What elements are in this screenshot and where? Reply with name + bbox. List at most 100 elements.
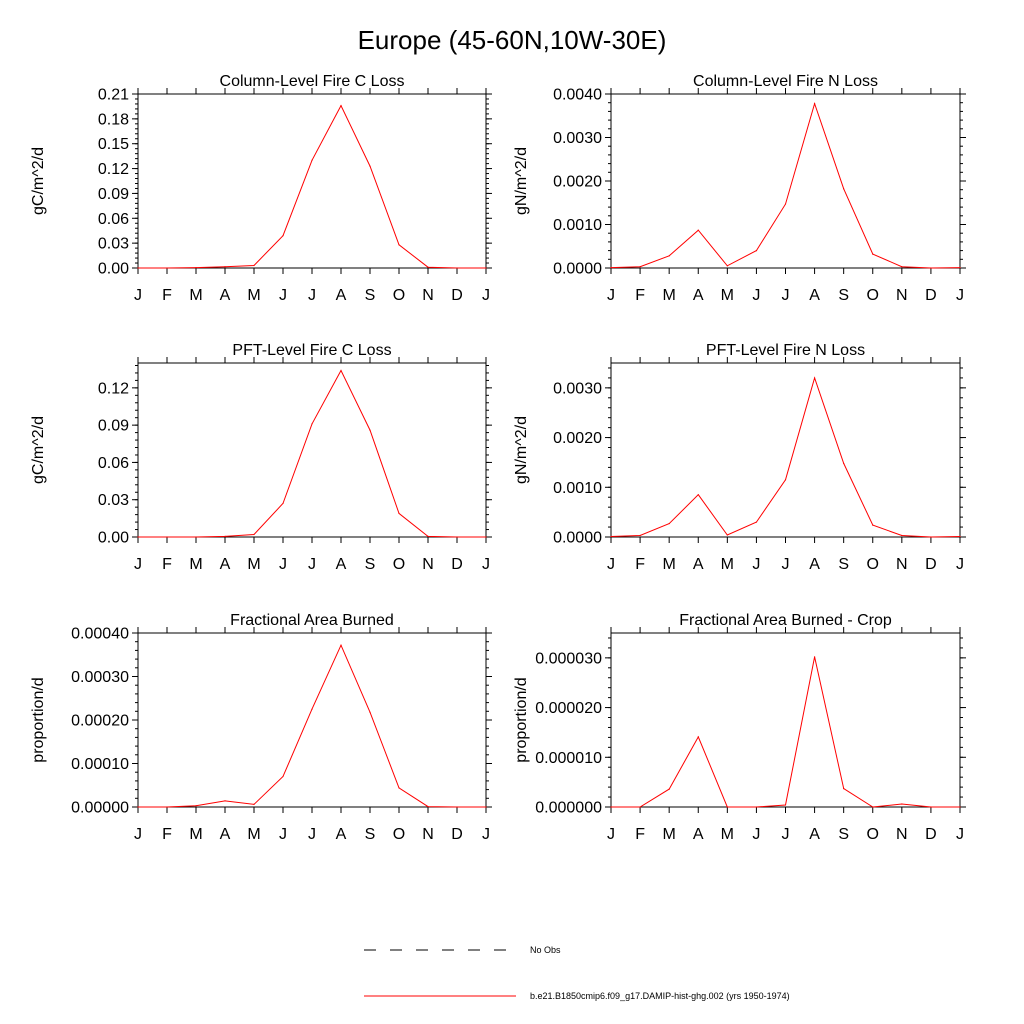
x-tick-label: N bbox=[896, 826, 908, 843]
data-point bbox=[369, 711, 371, 713]
y-tick-label: 0.15 bbox=[98, 136, 129, 153]
data-point bbox=[253, 533, 255, 536]
y-tick-label: 0.0010 bbox=[553, 480, 602, 497]
x-tick-label: D bbox=[451, 826, 463, 843]
x-tick-label: M bbox=[189, 826, 202, 843]
y-tick-label: 0.00040 bbox=[71, 626, 129, 643]
data-point bbox=[166, 536, 168, 538]
data-point bbox=[282, 502, 284, 505]
x-tick-label: A bbox=[220, 287, 231, 304]
y-tick-label: 0.0030 bbox=[553, 380, 602, 397]
data-point bbox=[639, 266, 641, 268]
series-line bbox=[138, 369, 486, 538]
plot-frame bbox=[137, 632, 487, 808]
panel-title: PFT-Level Fire N Loss bbox=[706, 342, 865, 359]
x-tick-label: S bbox=[838, 287, 849, 304]
data-point bbox=[398, 787, 400, 789]
x-tick-label: M bbox=[721, 556, 734, 573]
x-tick-label: M bbox=[663, 287, 676, 304]
x-tick-label: A bbox=[693, 826, 704, 843]
y-tick-label: 0.00010 bbox=[71, 756, 129, 773]
data-point bbox=[427, 266, 429, 268]
plot-frame bbox=[137, 93, 487, 269]
y-tick-label: 0.0030 bbox=[553, 130, 602, 147]
data-point bbox=[253, 803, 255, 805]
data-point bbox=[610, 806, 612, 808]
data-point bbox=[755, 250, 758, 252]
data-point bbox=[930, 536, 932, 538]
x-tick-label: J bbox=[279, 826, 287, 843]
data-point bbox=[340, 644, 342, 646]
panel-title: PFT-Level Fire C Loss bbox=[232, 342, 391, 359]
data-point bbox=[726, 534, 728, 536]
data-point bbox=[195, 266, 197, 269]
y-axis-label: gC/m^2/d bbox=[30, 416, 47, 484]
y-tick-label: 0.000010 bbox=[535, 750, 602, 767]
x-tick-label: D bbox=[925, 556, 937, 573]
x-tick-label: J bbox=[607, 826, 615, 843]
x-tick-label: M bbox=[247, 826, 260, 843]
y-tick-label: 0.0020 bbox=[553, 174, 602, 191]
data-point bbox=[485, 806, 487, 808]
x-tick-label: J bbox=[782, 556, 790, 573]
y-tick-label: 0.000000 bbox=[535, 800, 602, 817]
panel-1: Column-Level Fire C Loss gC/m^2/d 0.00 0.03… bbox=[30, 73, 492, 304]
y-tick-label: 0.00030 bbox=[71, 669, 129, 686]
data-point bbox=[872, 524, 874, 526]
data-point bbox=[427, 805, 429, 808]
panel-6: Fractional Area Burned - Crop proportion/… bbox=[513, 612, 966, 843]
x-tick-label: A bbox=[336, 287, 347, 304]
data-point bbox=[784, 203, 787, 205]
y-tick-label: 0.0040 bbox=[553, 87, 602, 104]
data-point bbox=[311, 159, 313, 161]
data-point bbox=[195, 805, 197, 807]
x-tick-label: F bbox=[162, 826, 172, 843]
x-tick-label: M bbox=[721, 287, 734, 304]
data-point bbox=[813, 102, 816, 105]
x-tick-label: M bbox=[247, 287, 260, 304]
x-tick-label: J bbox=[607, 556, 615, 573]
data-point bbox=[959, 535, 961, 538]
plot-frame bbox=[610, 632, 961, 808]
data-point bbox=[485, 536, 487, 538]
y-tick-label: 0.0020 bbox=[553, 430, 602, 447]
x-tick-label: O bbox=[393, 287, 405, 304]
x-tick-label: S bbox=[365, 826, 376, 843]
series-line bbox=[610, 101, 961, 269]
data-point bbox=[610, 535, 612, 538]
data-point bbox=[311, 708, 313, 710]
data-point bbox=[697, 736, 699, 738]
data-point bbox=[726, 265, 728, 267]
x-tick-label: J bbox=[607, 287, 615, 304]
x-tick-label: J bbox=[752, 826, 760, 843]
x-tick-label: J bbox=[279, 556, 287, 573]
x-tick-label: J bbox=[752, 556, 760, 573]
x-tick-label: J bbox=[956, 556, 964, 573]
x-tick-label: J bbox=[134, 287, 142, 304]
x-tick-label: J bbox=[752, 287, 760, 304]
data-point bbox=[311, 423, 313, 425]
y-tick-label: 0.09 bbox=[98, 186, 129, 203]
x-tick-label: F bbox=[162, 287, 172, 304]
panel-3: PFT-Level Fire C Loss gC/m^2/d 0.00 0.03 0.0… bbox=[30, 342, 492, 573]
series-line bbox=[611, 656, 960, 808]
data-point bbox=[224, 535, 226, 537]
x-tick-label: A bbox=[809, 826, 820, 843]
y-tick-label: 0.0000 bbox=[553, 530, 602, 547]
panel-5: Fractional Area Burned proportion/d 0.0000… bbox=[30, 612, 492, 843]
x-tick-label: A bbox=[220, 826, 231, 843]
x-tick-label: J bbox=[308, 287, 316, 304]
x-tick-label: F bbox=[635, 287, 645, 304]
y-tick-label: 0.21 bbox=[98, 87, 129, 104]
legend: No Obs b.e21.B1850cmip6.f09_g17.DAMIP-hi… bbox=[364, 945, 790, 1001]
x-tick-label: S bbox=[838, 556, 849, 573]
y-axis-label: proportion/d bbox=[513, 677, 530, 762]
data-point bbox=[639, 534, 641, 537]
data-point bbox=[253, 264, 255, 267]
y-tick-label: 0.00 bbox=[98, 530, 129, 547]
data-point bbox=[639, 806, 641, 808]
x-tick-label: D bbox=[451, 556, 463, 573]
y-tick-label: 0.12 bbox=[98, 161, 129, 178]
x-tick-label: J bbox=[134, 826, 142, 843]
